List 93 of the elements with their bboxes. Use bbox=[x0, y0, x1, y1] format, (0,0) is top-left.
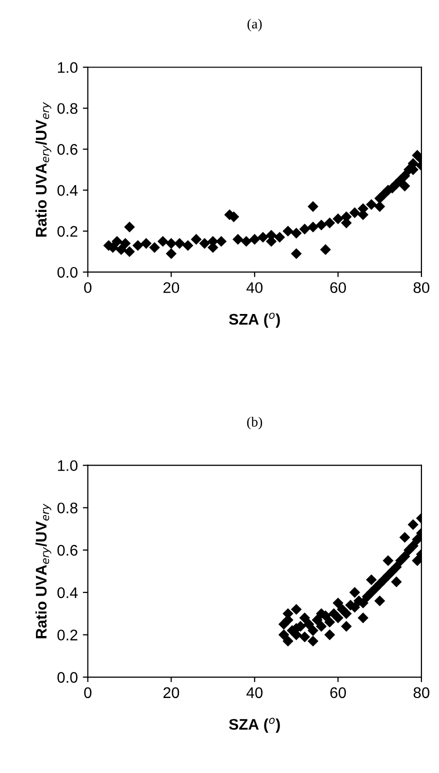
y-tick-label: 0.2 bbox=[57, 630, 78, 640]
point bbox=[350, 587, 360, 598]
point bbox=[312, 614, 322, 626]
point bbox=[308, 222, 318, 232]
x-tick-label: 0 bbox=[84, 687, 92, 698]
y-tick-label: 0.8 bbox=[57, 103, 78, 114]
point bbox=[300, 612, 310, 623]
point bbox=[191, 234, 202, 244]
point bbox=[141, 238, 152, 249]
point bbox=[408, 520, 418, 530]
point bbox=[291, 228, 302, 238]
point bbox=[116, 244, 126, 255]
chart-title: (b) bbox=[247, 416, 262, 430]
point bbox=[400, 180, 410, 192]
point bbox=[182, 240, 194, 251]
point bbox=[400, 170, 410, 181]
point bbox=[332, 598, 344, 608]
point bbox=[291, 248, 302, 259]
point bbox=[304, 619, 314, 630]
point bbox=[391, 576, 402, 587]
point bbox=[282, 636, 294, 646]
point bbox=[324, 218, 335, 228]
point bbox=[232, 234, 244, 244]
point bbox=[166, 238, 176, 249]
x-tick-label: 60 bbox=[330, 282, 346, 294]
point bbox=[366, 574, 377, 585]
point bbox=[350, 208, 360, 218]
point bbox=[400, 551, 410, 562]
y-tick-label: 0.0 bbox=[57, 266, 78, 278]
point bbox=[124, 222, 135, 232]
point bbox=[391, 562, 402, 572]
x-tick-label: 80 bbox=[414, 282, 430, 294]
y-tick-label: 0.2 bbox=[57, 226, 78, 237]
point bbox=[374, 201, 385, 212]
point bbox=[341, 608, 352, 619]
y-tick-label: 0.6 bbox=[57, 544, 78, 556]
point bbox=[308, 636, 318, 646]
point bbox=[300, 632, 310, 642]
point bbox=[199, 238, 210, 249]
y-tick-label: 0.6 bbox=[57, 144, 78, 155]
point bbox=[408, 540, 418, 551]
point bbox=[400, 532, 410, 542]
x-tick-label: 20 bbox=[163, 687, 180, 698]
x-tick-label: 40 bbox=[246, 282, 263, 294]
point bbox=[316, 220, 326, 230]
point bbox=[320, 244, 331, 255]
x-tick-label: 40 bbox=[246, 687, 263, 698]
y-tick-label: 0.4 bbox=[57, 587, 78, 598]
point bbox=[358, 612, 368, 623]
point bbox=[158, 236, 168, 246]
y-axis-title: Ratio UVA$_{ery}$/UV$_{ery}$ bbox=[35, 504, 52, 638]
chart-title: (a) bbox=[248, 18, 262, 32]
point bbox=[274, 232, 285, 242]
x-tick-label: 80 bbox=[414, 687, 430, 698]
point bbox=[258, 232, 268, 242]
point bbox=[332, 214, 344, 224]
y-tick-label: 0.0 bbox=[57, 672, 78, 683]
point bbox=[282, 226, 294, 236]
x-tick-label: 20 bbox=[163, 282, 180, 294]
y-axis-title: Ratio UVA$_{ery}$/UV$_{ery}$ bbox=[35, 102, 52, 237]
x-axis-title: SZA ($^{o}$) bbox=[229, 312, 280, 328]
point bbox=[250, 234, 260, 244]
point bbox=[120, 238, 130, 249]
y-tick-label: 1.0 bbox=[58, 62, 78, 73]
point bbox=[216, 236, 226, 246]
point bbox=[308, 201, 318, 212]
x-tick-label: 60 bbox=[330, 687, 346, 698]
point bbox=[324, 616, 335, 628]
point bbox=[132, 240, 143, 251]
point bbox=[300, 224, 310, 234]
point bbox=[278, 630, 289, 640]
y-tick-label: 0.8 bbox=[57, 502, 78, 514]
point bbox=[166, 248, 176, 259]
point bbox=[332, 612, 344, 623]
y-tick-label: 1.0 bbox=[58, 460, 78, 472]
point bbox=[316, 621, 326, 632]
point bbox=[124, 246, 135, 257]
point bbox=[382, 556, 394, 566]
point bbox=[412, 556, 422, 566]
point bbox=[412, 534, 422, 545]
point bbox=[341, 621, 352, 632]
point bbox=[374, 596, 385, 606]
point bbox=[241, 236, 252, 246]
x-axis-title: SZA ($^{o}$) bbox=[229, 718, 280, 733]
point bbox=[308, 625, 318, 636]
point bbox=[366, 199, 377, 210]
point bbox=[324, 630, 335, 640]
x-tick-label: 0 bbox=[84, 282, 92, 294]
point bbox=[112, 236, 122, 246]
y-tick-label: 0.4 bbox=[57, 185, 78, 196]
point bbox=[291, 604, 302, 614]
point bbox=[174, 238, 185, 249]
point bbox=[149, 242, 160, 253]
